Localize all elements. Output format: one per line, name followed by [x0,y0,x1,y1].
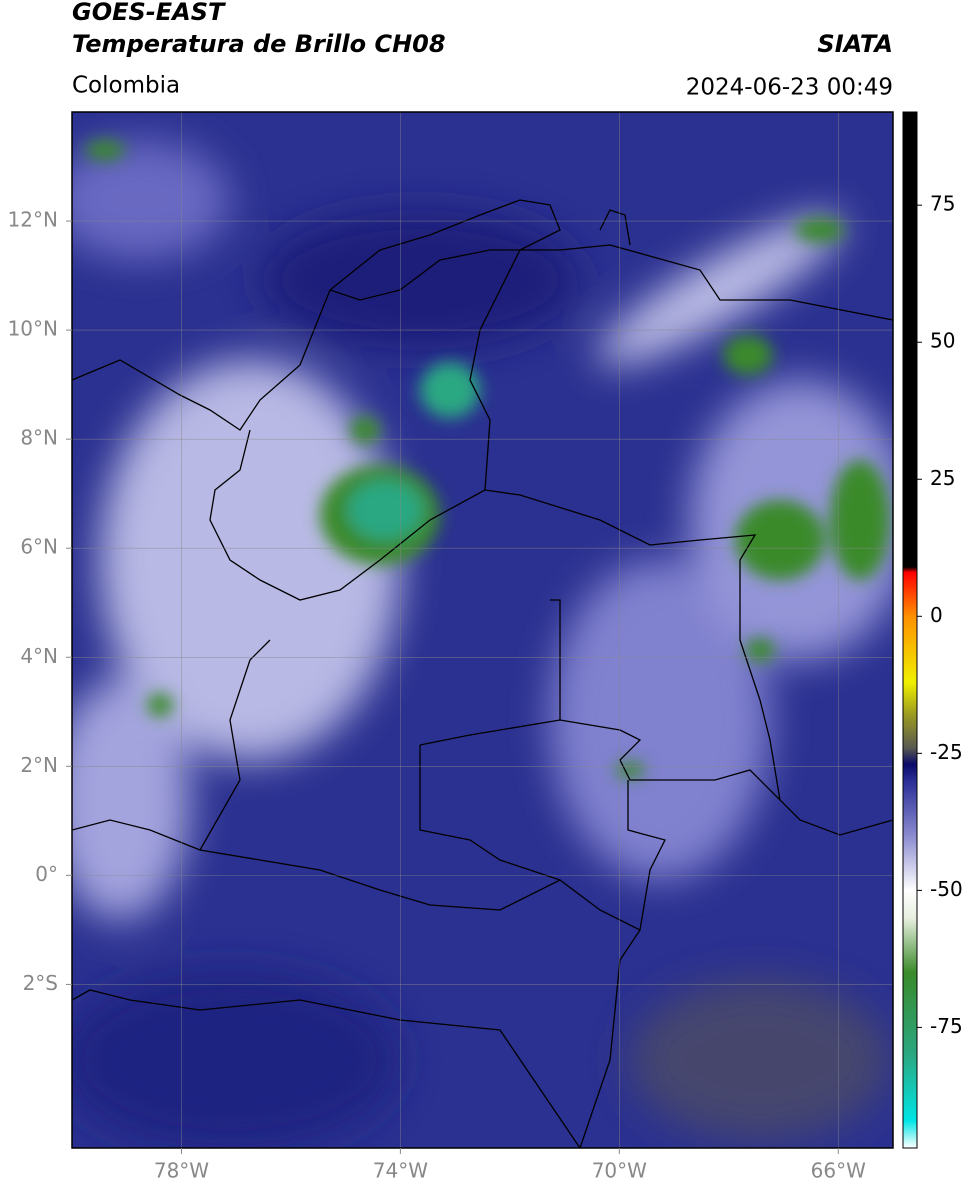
x-tick-label: 70°W [592,1159,647,1183]
colorbar-tick-label: 75 [930,192,955,216]
colorbar-frame [902,111,918,1149]
colorbar-gradient [903,112,917,1148]
datetime: 2024-06-23 00:49 [686,75,893,101]
colorbar: 75 50 25 0 -25 -50 -75 [903,112,963,1148]
y-tick-label: 10°N [8,317,58,341]
y-tick-label: 8°N [20,426,58,450]
x-tick-label: 66°W [811,1159,866,1183]
x-tick-label: 78°W [154,1159,209,1183]
title-line1: GOES-EAST [72,0,226,26]
y-tick-label: 2°S [23,971,58,995]
colorbar-tick-label: 50 [930,329,955,353]
region: Colombia [72,73,180,99]
colorbar-tick-label: -25 [930,740,963,764]
colorbar-tick-label: 25 [930,466,955,490]
y-tick-label: 4°N [20,644,58,668]
source: SIATA [817,30,893,58]
y-tick-label: 2°N [20,753,58,777]
y-tick-label: 12°N [8,208,58,232]
gridlines [72,112,893,1148]
title-line2: Temperatura de Brillo CH08 [72,30,446,58]
x-tick-label: 74°W [373,1159,428,1183]
colorbar-tick-label: -75 [930,1014,963,1038]
colorbar-tick-label: -50 [930,877,963,901]
map-frame [71,111,894,1149]
y-tick-label: 0° [35,862,58,886]
y-tick-label: 6°N [20,535,58,559]
colorbar-tick-label: 0 [930,603,943,627]
satellite-image [72,112,893,1148]
